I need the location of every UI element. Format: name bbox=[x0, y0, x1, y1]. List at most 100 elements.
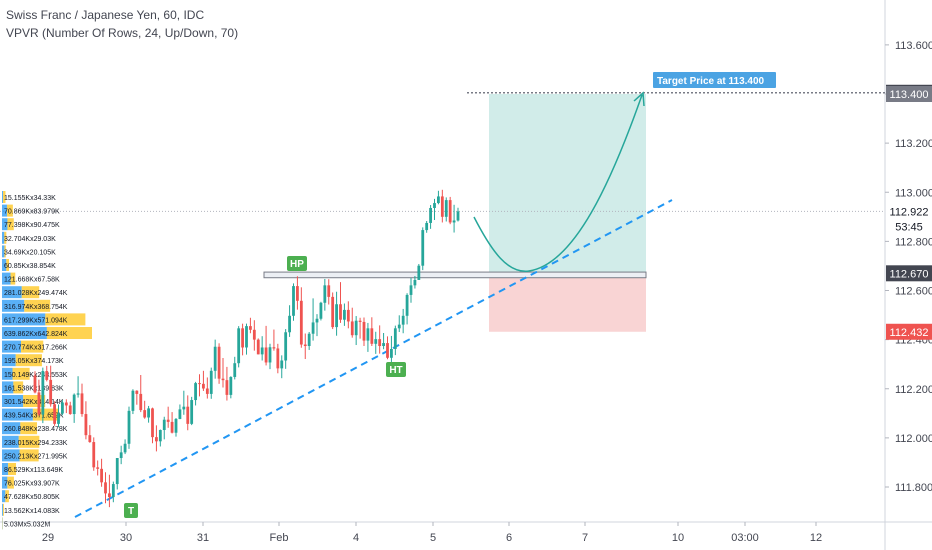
price-axis-label-bg bbox=[886, 323, 932, 340]
candle-body bbox=[268, 347, 272, 363]
candle-body bbox=[174, 418, 178, 433]
candle-body bbox=[272, 347, 276, 349]
candle-body bbox=[131, 390, 135, 411]
candle-body bbox=[299, 300, 303, 345]
candle-body bbox=[311, 322, 315, 334]
candle-body bbox=[256, 339, 260, 355]
volume-profile-up-bar bbox=[2, 286, 22, 299]
volume-profile-label: 121.668Kx67.58K bbox=[4, 277, 60, 284]
candle-body bbox=[421, 230, 425, 266]
candle-body bbox=[456, 211, 460, 221]
candle-body bbox=[119, 452, 123, 459]
candle-body bbox=[202, 383, 205, 389]
volume-profile-label: 77.398Kx90.475K bbox=[4, 222, 60, 229]
candle-body bbox=[444, 200, 448, 217]
price-axis-label-text: 113.400 bbox=[890, 89, 929, 101]
candle-body bbox=[296, 286, 299, 301]
candle-body bbox=[448, 200, 452, 223]
trendline[interactable] bbox=[74, 199, 673, 518]
indicator-legend[interactable]: VPVR (Number Of Rows, 24, Up/Down, 70) bbox=[6, 26, 239, 40]
y-tick-label: 113.000 bbox=[895, 187, 932, 199]
candle-body bbox=[72, 394, 76, 415]
volume-profile-up-bar bbox=[2, 313, 46, 326]
volume-profile-label: 301.542Kx314.14K bbox=[4, 399, 64, 406]
volume-profile-down-bar bbox=[12, 367, 30, 380]
y-tick-label: 112.200 bbox=[895, 384, 932, 396]
marker-hp[interactable]: HP bbox=[287, 256, 307, 271]
candle-body bbox=[135, 390, 139, 394]
volume-profile-down-bar bbox=[19, 449, 39, 462]
candle-body bbox=[225, 380, 229, 395]
candle-body bbox=[413, 279, 417, 286]
candle-body bbox=[401, 315, 405, 325]
x-tick-label: 03:00 bbox=[731, 532, 759, 544]
volume-profile-down-bar bbox=[6, 259, 9, 271]
marker-text: T bbox=[128, 506, 134, 517]
volume-profile-down-bar bbox=[18, 435, 40, 448]
resistance-zone[interactable] bbox=[263, 271, 647, 279]
candle-body bbox=[213, 346, 217, 371]
volume-profile-up-bar bbox=[2, 218, 8, 231]
volume-profile-down-bar bbox=[15, 354, 42, 367]
y-tick-label: 112.600 bbox=[895, 286, 932, 298]
candle-body bbox=[378, 339, 382, 347]
volume-profile-up-bar bbox=[2, 422, 21, 435]
volume-profile-label: 195.05Kx374.173K bbox=[4, 358, 64, 365]
candle-body bbox=[397, 324, 401, 329]
candle-body bbox=[276, 348, 280, 369]
volume-profile-up-bar bbox=[2, 299, 25, 312]
candle-body bbox=[339, 304, 342, 320]
volume-profile-up-bar bbox=[2, 204, 7, 217]
x-tick-label: 7 bbox=[582, 532, 588, 544]
volume-profile-down-bar bbox=[4, 245, 6, 258]
x-tick-label: 5 bbox=[430, 532, 436, 544]
price-axis-label: 112.432 bbox=[886, 323, 932, 340]
volume-profile-down-bar bbox=[20, 422, 38, 435]
target-label[interactable]: Target Price at 113.400 bbox=[653, 72, 776, 88]
volume-profile-label: 34.69Kx20.105K bbox=[4, 249, 56, 256]
candle-body bbox=[366, 328, 370, 341]
price-axis-label: 112.670 bbox=[886, 265, 932, 282]
candle-body bbox=[37, 392, 41, 415]
price-axis-label-text: 53:45 bbox=[895, 222, 923, 234]
volume-profile-up-bar bbox=[2, 272, 11, 285]
volume-profile-label: 439.54Kx371.659K bbox=[4, 413, 64, 420]
volume-profile-up-bar bbox=[2, 367, 13, 380]
volume-profile-label: 617.299Kx571.094K bbox=[4, 317, 68, 324]
volume-profile-up-bar bbox=[2, 354, 16, 367]
volume-profile-down-bar bbox=[46, 327, 92, 339]
volume-profile-down-bar bbox=[13, 381, 24, 394]
candle-body bbox=[104, 482, 107, 494]
volume-profile-down-bar bbox=[7, 218, 14, 231]
volume-profile-up-bar bbox=[2, 503, 3, 516]
marker-ht[interactable]: HT bbox=[386, 362, 406, 377]
price-axis-label-text: 112.922 bbox=[890, 206, 929, 218]
volume-profile-up-bar bbox=[2, 381, 14, 394]
target-zone[interactable] bbox=[489, 94, 646, 274]
price-axis-label-text: 112.432 bbox=[890, 327, 929, 339]
candle-body bbox=[249, 326, 252, 330]
projected-path[interactable] bbox=[473, 94, 643, 272]
volume-profile-label: 316.974Kx368.754K bbox=[4, 304, 68, 311]
candle-body bbox=[41, 371, 45, 415]
marker-t[interactable]: T bbox=[124, 503, 138, 518]
volume-profile-down-bar bbox=[45, 313, 86, 326]
candle-body bbox=[315, 318, 319, 323]
volume-profile-down-bar bbox=[6, 204, 13, 217]
volume-profile-down-bar bbox=[21, 286, 40, 299]
price-axis-label-bg bbox=[886, 86, 932, 102]
volume-profile-label: 13.562Kx14.083K bbox=[4, 508, 60, 515]
volume-profile-down-bar bbox=[24, 299, 51, 312]
x-tick-label: 31 bbox=[197, 532, 209, 544]
candle-body bbox=[241, 328, 244, 348]
target-label-text: Target Price at 113.400 bbox=[657, 76, 765, 87]
chart-title: Swiss Franc / Japanese Yen, 60, IDC bbox=[6, 8, 205, 22]
candle-body bbox=[280, 360, 284, 369]
stop-zone[interactable] bbox=[489, 273, 646, 332]
volume-profile-down-bar bbox=[4, 231, 7, 244]
x-tick-label: 29 bbox=[42, 532, 54, 544]
candle-body bbox=[390, 348, 393, 358]
candle-body bbox=[88, 435, 92, 443]
volume-profile-label: 270.774Kx317.266K bbox=[4, 345, 68, 352]
